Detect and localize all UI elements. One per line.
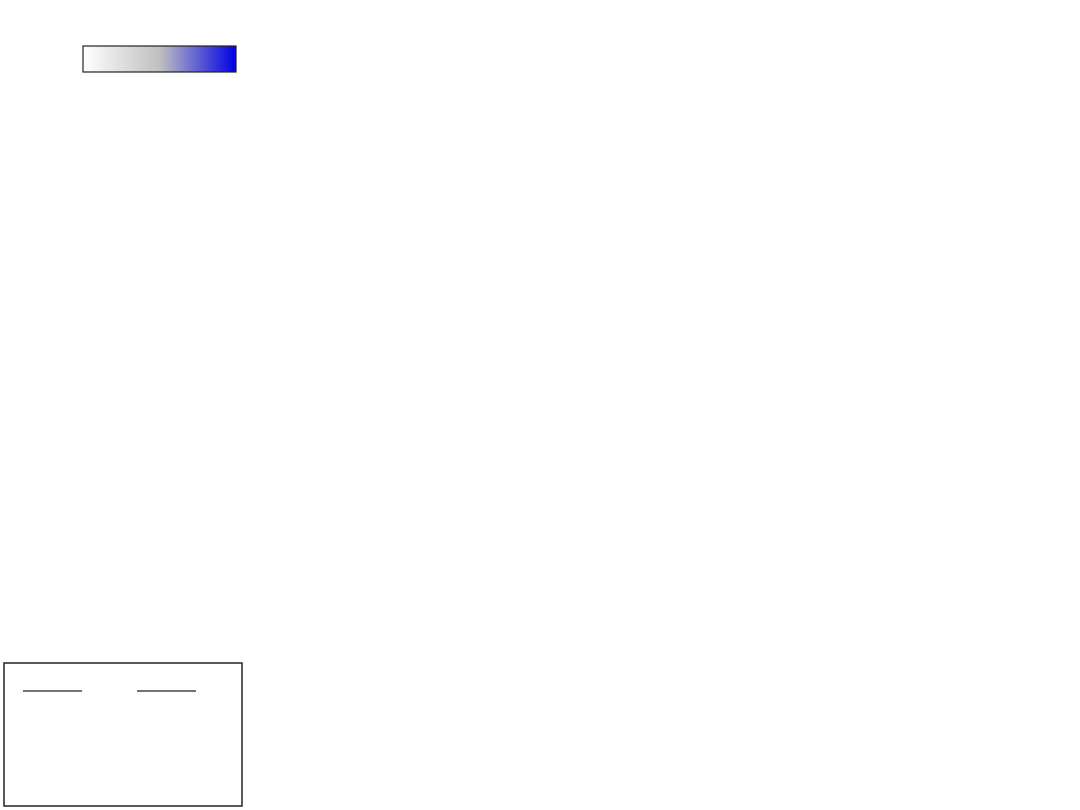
colorbar [82, 45, 237, 73]
legend-box [3, 662, 243, 807]
legend [3, 662, 243, 807]
colorbar-gradient [82, 45, 237, 73]
